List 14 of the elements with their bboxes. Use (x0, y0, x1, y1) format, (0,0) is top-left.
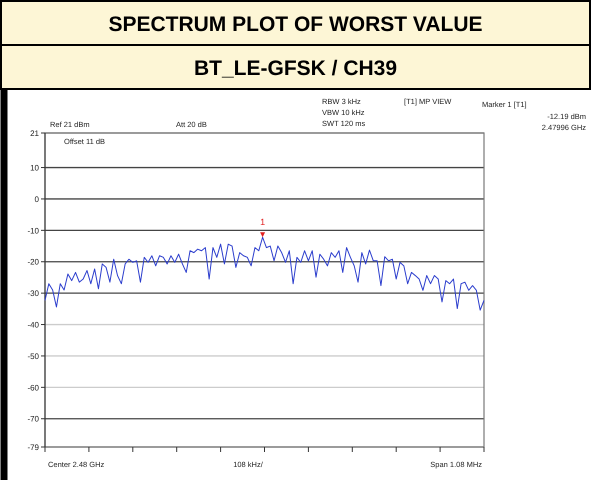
annotation: 1 (260, 217, 266, 228)
y-tick-label: -70 (27, 414, 40, 424)
y-tick-label: -30 (27, 289, 40, 298)
y-tick-label: 10 (30, 164, 40, 173)
y-tick-label: -60 (27, 383, 40, 392)
y-tick-label: 0 (34, 194, 40, 204)
y-tick-label: -10 (27, 226, 40, 236)
y-tick-label: -40 (27, 320, 40, 330)
y-tick-label: 21 (30, 129, 40, 138)
chart-title: SPECTRUM PLOT OF WORST VALUE (108, 13, 483, 36)
chart-subtitle: BT_LE-GFSK / CH39 (194, 57, 398, 80)
y-tick-label: -50 (27, 352, 40, 361)
y-tick-label: -79 (27, 443, 40, 452)
y-tick-label: -20 (27, 258, 40, 267)
